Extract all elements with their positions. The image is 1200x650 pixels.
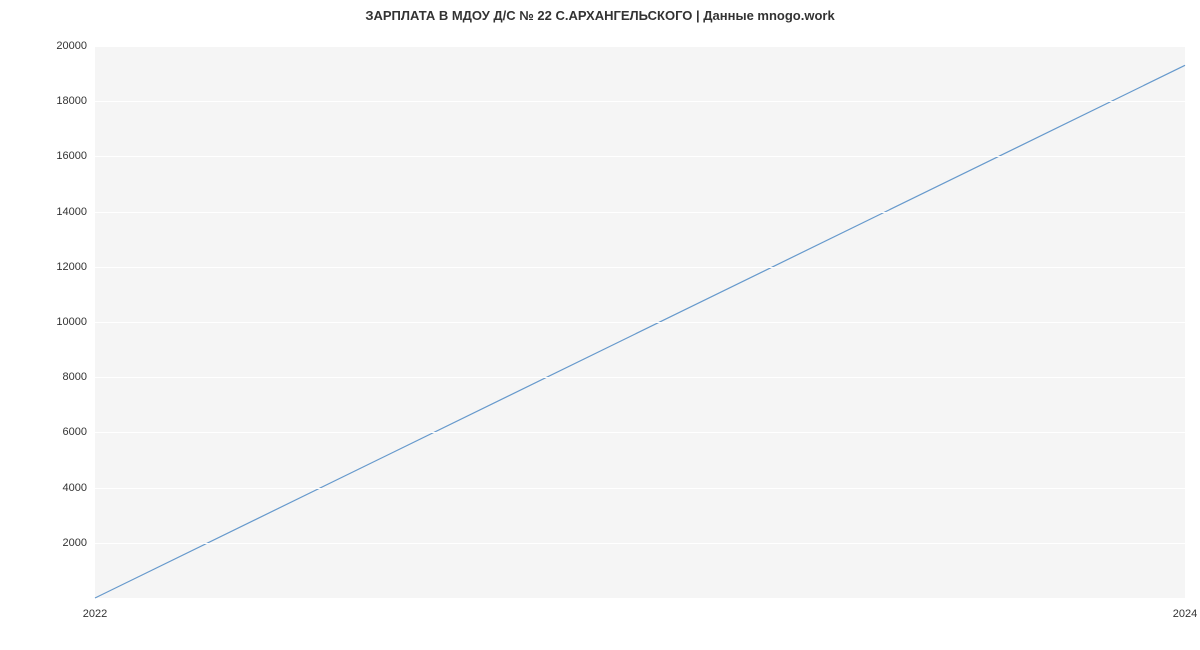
y-tick-label: 16000 [56, 150, 87, 162]
gridline [95, 377, 1185, 378]
y-tick-label: 18000 [56, 95, 87, 107]
gridline [95, 101, 1185, 102]
y-tick-label: 20000 [56, 40, 87, 52]
gridline [95, 488, 1185, 489]
x-tick-label: 2022 [83, 608, 107, 620]
y-tick-label: 4000 [63, 482, 87, 494]
gridline [95, 46, 1185, 47]
gridline [95, 432, 1185, 433]
series-line [95, 65, 1185, 598]
gridline [95, 322, 1185, 323]
gridline [95, 267, 1185, 268]
x-tick-label: 2024 [1173, 608, 1197, 620]
y-tick-label: 8000 [63, 371, 87, 383]
gridline [95, 543, 1185, 544]
gridline [95, 212, 1185, 213]
y-tick-label: 2000 [63, 537, 87, 549]
plot-area: 2000400060008000100001200014000160001800… [95, 46, 1185, 598]
chart-title: ЗАРПЛАТА В МДОУ Д/С № 22 С.АРХАНГЕЛЬСКОГ… [0, 8, 1200, 23]
y-tick-label: 6000 [63, 426, 87, 438]
y-tick-label: 12000 [56, 261, 87, 273]
y-tick-label: 10000 [56, 316, 87, 328]
y-tick-label: 14000 [56, 206, 87, 218]
chart-container: ЗАРПЛАТА В МДОУ Д/С № 22 С.АРХАНГЕЛЬСКОГ… [0, 0, 1200, 650]
gridline [95, 156, 1185, 157]
